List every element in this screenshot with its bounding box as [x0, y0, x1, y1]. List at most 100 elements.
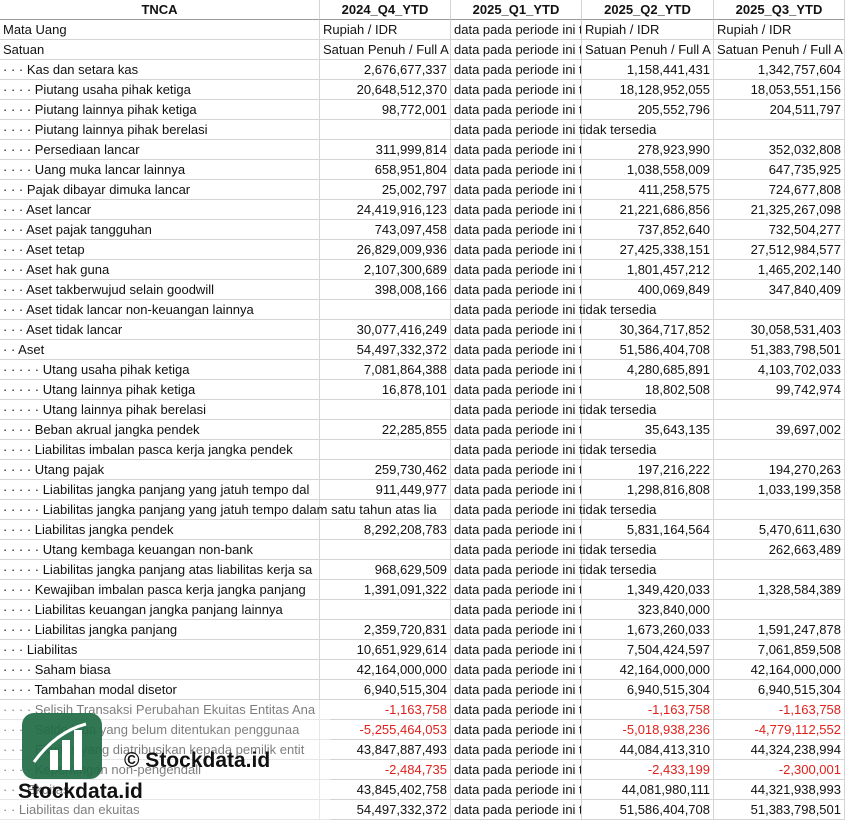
cell-value: 262,663,489	[768, 542, 841, 557]
cell-value: 42,164,000,000	[750, 662, 841, 677]
cell-value: 194,270,263	[768, 462, 841, 477]
cell-border	[320, 580, 451, 600]
cell-border	[582, 220, 714, 240]
cell-border	[451, 140, 582, 160]
cell-value: 43,845,402,758	[356, 782, 447, 797]
cell-value: -1,163,758	[384, 702, 447, 717]
cell-value: 51,383,798,501	[750, 342, 841, 357]
cell-border	[582, 20, 714, 40]
cell-border	[451, 600, 582, 620]
cell-border	[0, 660, 320, 680]
cell-value: 39,697,002	[775, 422, 841, 437]
cell-border	[451, 200, 582, 220]
cell-value: 26,829,009,936	[356, 242, 447, 257]
cell-border	[0, 600, 320, 620]
cell-value: Rupiah / IDR	[585, 22, 660, 37]
cell-border	[0, 720, 320, 740]
row-label: · · · · Persediaan lancar	[3, 142, 140, 157]
cell-border	[320, 40, 451, 60]
row-label: · · · · Liabilitas jangka pendek	[3, 522, 174, 537]
cell-border	[582, 660, 714, 680]
cell-border	[451, 220, 582, 240]
row-label: · · · · · Utang usaha pihak ketiga	[3, 362, 190, 377]
cell-border	[582, 140, 714, 160]
cell-border	[0, 200, 320, 220]
cell-border	[0, 780, 320, 800]
cell-value: 1,391,091,322	[363, 582, 447, 597]
cell-border	[320, 740, 451, 760]
cell-value: 1,465,202,140	[757, 262, 841, 277]
cell-border	[0, 320, 320, 340]
cell-value: 398,008,166	[374, 282, 447, 297]
cell-value: 2,359,720,831	[363, 622, 447, 637]
row-label: · · · · · Utang lainnya pihak berelasi	[3, 402, 207, 417]
column-header: 2024_Q4_YTD	[341, 2, 429, 17]
cell-border	[451, 800, 582, 820]
cell-border	[582, 480, 714, 500]
cell-value: 1,673,260,033	[626, 622, 710, 637]
cell-value: 54,497,332,372	[356, 342, 447, 357]
cell-value: 205,552,796	[637, 102, 710, 117]
cell-value: data pada periode ini tidak tersedia	[454, 242, 581, 257]
cell-border	[451, 580, 582, 600]
cell-border	[320, 0, 451, 20]
cell-value: 968,629,509	[374, 562, 447, 577]
cell-border	[451, 400, 582, 420]
cell-border	[320, 200, 451, 220]
row-label: · · · · Piutang usaha pihak ketiga	[3, 82, 191, 97]
cell-value: 7,081,864,388	[363, 362, 447, 377]
cell-value: 732,504,277	[768, 222, 841, 237]
cell-border	[582, 360, 714, 380]
cell-value: data pada periode ini tidak tersedia	[454, 562, 657, 577]
cell-border	[582, 680, 714, 700]
cell-border	[320, 460, 451, 480]
cell-value: data pada periode ini tidak tersedia	[454, 382, 581, 397]
row-label: · · · · Kewajiban imbalan pasca kerja ja…	[3, 582, 306, 597]
cell-border	[451, 120, 582, 140]
cell-border	[0, 640, 320, 660]
cell-border	[582, 760, 714, 780]
cell-value: data pada periode ini tidak tersedia	[454, 782, 581, 797]
cell-border	[320, 780, 451, 800]
cell-border	[451, 720, 582, 740]
cell-value: 278,923,990	[637, 142, 710, 157]
cell-border	[451, 700, 582, 720]
cell-value: 6,940,515,304	[626, 682, 710, 697]
cell-value: Satuan Penuh / Full A	[717, 42, 843, 57]
column-header: 2025_Q2_YTD	[604, 2, 691, 17]
cell-value: data pada periode ini tidak tersedia	[454, 602, 581, 617]
cell-border	[451, 440, 582, 460]
cell-border	[0, 500, 320, 520]
cell-value: 411,258,575	[638, 182, 710, 197]
cell-border	[582, 440, 714, 460]
cell-border	[582, 520, 714, 540]
cell-border	[582, 460, 714, 480]
cell-value: 44,321,938,993	[750, 782, 841, 797]
cell-value: 2,676,677,337	[363, 62, 447, 77]
cell-value: 724,677,808	[768, 182, 841, 197]
cell-value: 51,586,404,708	[619, 342, 710, 357]
cell-value: data pada periode ini tidak tersedia	[454, 742, 581, 757]
row-label: · · · · · Liabilitas jangka panjang yang…	[3, 482, 310, 497]
cell-border	[0, 260, 320, 280]
cell-border	[451, 620, 582, 640]
cell-value: 6,940,515,304	[757, 682, 841, 697]
row-label: · · · Aset pajak tangguhan	[3, 222, 152, 237]
cell-value: 197,216,222	[637, 462, 710, 477]
cell-border	[451, 560, 582, 580]
cell-border	[582, 320, 714, 340]
cell-border	[451, 40, 582, 60]
watermark-brand: © Stockdata.id	[124, 749, 271, 772]
cell-border	[451, 460, 582, 480]
cell-border	[451, 300, 582, 320]
cell-border	[320, 420, 451, 440]
cell-border	[320, 340, 451, 360]
cell-value: data pada periode ini tidak tersedia	[454, 42, 581, 57]
cell-border	[0, 740, 320, 760]
row-label: · · · · Utang pajak	[3, 462, 105, 477]
cell-border	[582, 560, 714, 580]
cell-border	[320, 60, 451, 80]
cell-border	[320, 700, 451, 720]
cell-value: Rupiah / IDR	[323, 22, 398, 37]
cell-border	[0, 560, 320, 580]
